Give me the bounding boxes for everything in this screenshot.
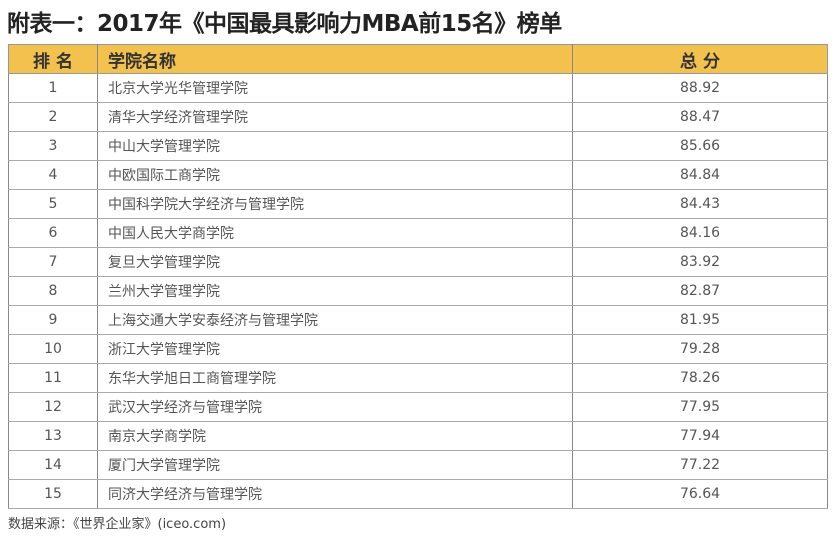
school-cell: 中山大学管理学院 xyxy=(97,131,573,161)
table-row: 5 中国科学院大学经济与管理学院 84.43 xyxy=(8,189,828,219)
school-cell: 上海交通大学安泰经济与管理学院 xyxy=(97,305,573,335)
score-cell: 82.87 xyxy=(572,276,828,306)
rank-cell: 3 xyxy=(8,131,98,161)
table-row: 2 清华大学经济管理学院 88.47 xyxy=(8,102,828,132)
ranking-table: 排 名 学院名称 总 分 1 北京大学光华管理学院 88.92 2 清华大学经济管理学院… xyxy=(8,44,828,509)
header-rank: 排 名 xyxy=(8,44,98,74)
score-cell: 84.16 xyxy=(572,218,828,248)
rank-cell: 15 xyxy=(8,479,98,509)
score-cell: 81.95 xyxy=(572,305,828,335)
score-cell: 88.47 xyxy=(572,102,828,132)
rank-cell: 12 xyxy=(8,392,98,422)
rank-cell: 9 xyxy=(8,305,98,335)
header-score: 总 分 xyxy=(572,44,828,74)
score-cell: 84.84 xyxy=(572,160,828,190)
table-row: 12 武汉大学经济与管理学院 77.95 xyxy=(8,392,828,422)
rank-cell: 11 xyxy=(8,363,98,393)
rank-cell: 10 xyxy=(8,334,98,364)
score-cell: 88.92 xyxy=(572,73,828,103)
table-row: 13 南京大学商学院 77.94 xyxy=(8,421,828,451)
score-cell: 78.26 xyxy=(572,363,828,393)
table-row: 10 浙江大学管理学院 79.28 xyxy=(8,334,828,364)
school-cell: 清华大学经济管理学院 xyxy=(97,102,573,132)
school-cell: 中国人民大学商学院 xyxy=(97,218,573,248)
score-cell: 85.66 xyxy=(572,131,828,161)
rank-cell: 5 xyxy=(8,189,98,219)
rank-cell: 7 xyxy=(8,247,98,277)
table-row: 4 中欧国际工商学院 84.84 xyxy=(8,160,828,190)
source-note: 数据来源：《世界企业家》(iceo.com) xyxy=(8,517,227,532)
rank-cell: 2 xyxy=(8,102,98,132)
score-cell: 83.92 xyxy=(572,247,828,277)
header-school: 学院名称 xyxy=(97,44,573,74)
school-cell: 复旦大学管理学院 xyxy=(97,247,573,277)
rank-cell: 6 xyxy=(8,218,98,248)
score-cell: 77.22 xyxy=(572,450,828,480)
table-row: 7 复旦大学管理学院 83.92 xyxy=(8,247,828,277)
school-cell: 浙江大学管理学院 xyxy=(97,334,573,364)
school-cell: 兰州大学管理学院 xyxy=(97,276,573,306)
table-row: 14 厦门大学管理学院 77.22 xyxy=(8,450,828,480)
score-cell: 77.95 xyxy=(572,392,828,422)
table-row: 3 中山大学管理学院 85.66 xyxy=(8,131,828,161)
rank-cell: 14 xyxy=(8,450,98,480)
rank-cell: 4 xyxy=(8,160,98,190)
score-cell: 77.94 xyxy=(572,421,828,451)
score-cell: 79.28 xyxy=(572,334,828,364)
school-cell: 东华大学旭日工商管理学院 xyxy=(97,363,573,393)
table-row: 1 北京大学光华管理学院 88.92 xyxy=(8,73,828,103)
school-cell: 厦门大学管理学院 xyxy=(97,450,573,480)
rank-cell: 8 xyxy=(8,276,98,306)
school-cell: 中欧国际工商学院 xyxy=(97,160,573,190)
table-row: 11 东华大学旭日工商管理学院 78.26 xyxy=(8,363,828,393)
score-cell: 76.64 xyxy=(572,479,828,509)
table-row: 8 兰州大学管理学院 82.87 xyxy=(8,276,828,306)
rank-cell: 13 xyxy=(8,421,98,451)
school-cell: 北京大学光华管理学院 xyxy=(97,73,573,103)
score-cell: 84.43 xyxy=(572,189,828,219)
school-cell: 武汉大学经济与管理学院 xyxy=(97,392,573,422)
rank-cell: 1 xyxy=(8,73,98,103)
school-cell: 南京大学商学院 xyxy=(97,421,573,451)
page-title: 附表一：2017年《中国最具影响力MBA前15名》榜单 xyxy=(7,11,562,37)
table-row: 15 同济大学经济与管理学院 76.64 xyxy=(8,479,828,509)
table-row: 9 上海交通大学安泰经济与管理学院 81.95 xyxy=(8,305,828,335)
school-cell: 中国科学院大学经济与管理学院 xyxy=(97,189,573,219)
table-row: 6 中国人民大学商学院 84.16 xyxy=(8,218,828,248)
school-cell: 同济大学经济与管理学院 xyxy=(97,479,573,509)
table-header-row: 排 名 学院名称 总 分 xyxy=(8,44,828,74)
